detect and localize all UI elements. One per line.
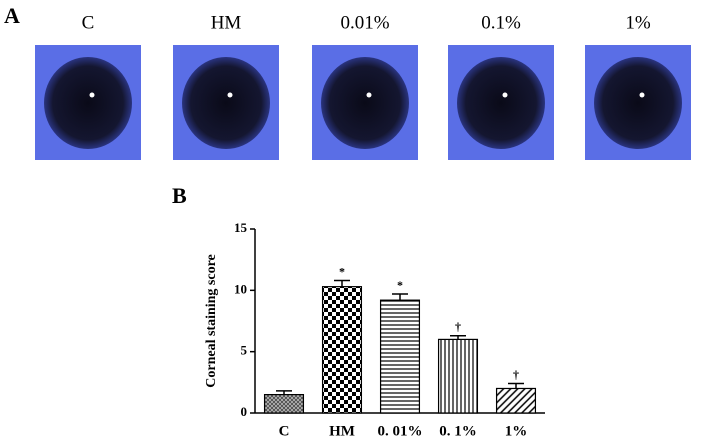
image-label: C xyxy=(82,12,95,33)
bar xyxy=(437,338,479,414)
error-bar xyxy=(450,334,466,340)
eye-iris xyxy=(321,57,409,149)
significance-mark: † xyxy=(455,319,461,333)
eye-iris xyxy=(44,57,132,149)
panel-label: B xyxy=(172,183,187,208)
x-tick-label: 1% xyxy=(505,423,528,439)
image-label: 0.01% xyxy=(340,12,389,33)
y-tick-label: 10 xyxy=(234,281,247,296)
bar xyxy=(379,299,421,414)
significance-mark: * xyxy=(397,278,403,292)
eye-reflex xyxy=(366,92,372,98)
eye-reflex xyxy=(89,92,95,98)
error-bar xyxy=(276,390,292,395)
image-label: 0.1% xyxy=(481,12,521,33)
error-bar xyxy=(392,293,408,301)
significance-mark: † xyxy=(513,367,519,381)
x-tick-label: 0. 1% xyxy=(439,423,477,439)
x-tick-label: 0. 01% xyxy=(378,423,423,439)
bar xyxy=(321,286,363,414)
significance-mark: * xyxy=(339,264,345,278)
eye-reflex xyxy=(639,92,645,98)
eye-reflex xyxy=(502,92,508,98)
x-tick-label: C xyxy=(279,423,290,439)
error-bar xyxy=(508,382,524,389)
image-label: HM xyxy=(211,12,242,33)
y-axis-label: Corneal staining score xyxy=(204,254,219,388)
eye-reflex xyxy=(227,92,233,98)
image-label: 1% xyxy=(625,12,651,33)
eye-iris xyxy=(457,57,545,149)
eye-iris xyxy=(594,57,682,149)
panel-label: A xyxy=(4,3,20,28)
x-tick-label: HM xyxy=(329,423,355,439)
y-tick-label: 5 xyxy=(241,343,248,358)
error-bar xyxy=(334,279,350,287)
y-tick-label: 0 xyxy=(241,404,248,419)
y-tick-label: 15 xyxy=(234,220,248,235)
bar xyxy=(263,394,305,414)
eye-iris xyxy=(182,57,270,149)
bar xyxy=(495,387,537,414)
